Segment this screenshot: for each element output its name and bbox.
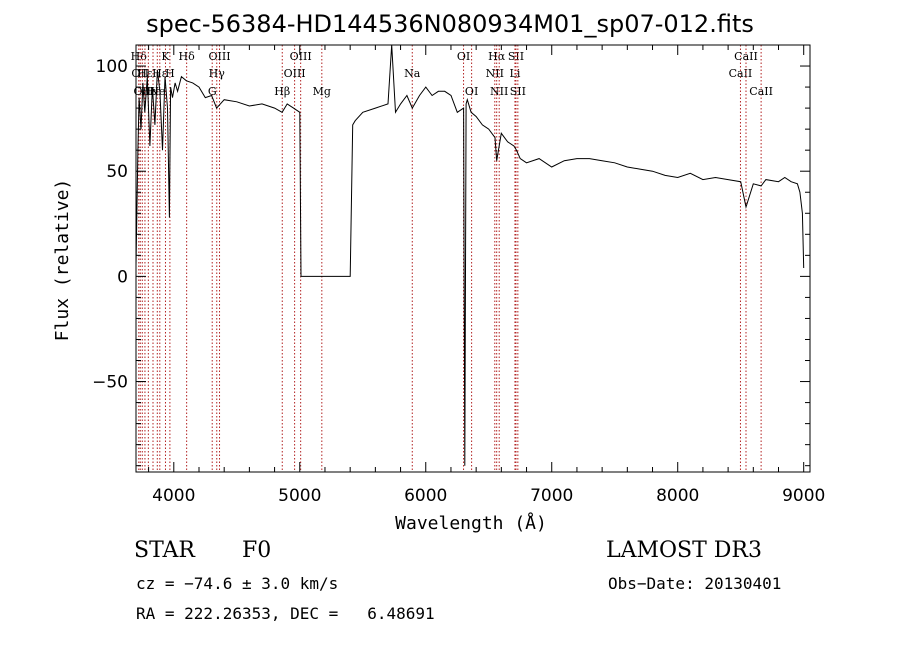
chart-title: spec-56384-HD144536N080934M01_sp07-012.f… — [146, 10, 754, 38]
marker-label: Mg — [313, 85, 331, 98]
coordinates: RA = 222.26353, DEC = 6.48691 — [136, 604, 435, 623]
marker-label: Hδ — [179, 50, 196, 63]
marker-label: OI — [465, 85, 478, 98]
marker-label: CaII — [729, 67, 753, 80]
marker-label: OIII — [290, 50, 312, 63]
spectrum-line — [135, 44, 805, 466]
marker-label: G — [208, 85, 217, 98]
marker-label: Hγ — [209, 67, 226, 80]
marker-label: Hε — [152, 67, 168, 80]
x-tick-label: 4000 — [152, 486, 195, 506]
marker-label: CaII — [749, 85, 773, 98]
marker-label: Hβ — [274, 85, 290, 98]
plot-frame — [135, 44, 811, 473]
marker-label: OI — [457, 50, 470, 63]
x-tick-label: 6000 — [404, 486, 447, 506]
marker-label: Li — [510, 67, 521, 80]
marker-label: Hε — [137, 67, 153, 80]
x-tick-label: 9000 — [782, 486, 825, 506]
marker-label: Hα — [488, 50, 506, 63]
marker-label: H — [165, 67, 175, 80]
marker-label: CaII — [734, 50, 758, 63]
object-subclass: F0 — [242, 538, 272, 563]
marker-label: OIII — [284, 67, 306, 80]
y-tick-label: 50 — [106, 162, 128, 182]
x-tick-label: 5000 — [278, 486, 321, 506]
marker-label: SII — [508, 50, 524, 63]
object-class: STAR — [134, 538, 195, 563]
marker-label: K — [161, 50, 170, 63]
x-tick-label: 7000 — [530, 486, 573, 506]
marker-label: Na — [404, 67, 421, 80]
survey-name: LAMOST DR3 — [606, 538, 762, 563]
x-axis-label: Wavelength (Å) — [395, 512, 547, 534]
y-tick-label: −50 — [92, 373, 128, 393]
spectral-line-markers: HδOIIOIIHεHεHεNeHεKHHδGHγOIIIHβOIIIOIIIM… — [131, 45, 773, 472]
y-axis-label: Flux (relative) — [52, 179, 73, 342]
redshift-text: cz = −74.6 ± 3.0 km/s — [136, 574, 339, 593]
marker-label: OIII — [208, 50, 230, 63]
y-tick-label: 100 — [96, 57, 128, 77]
marker-label: Hδ — [131, 50, 148, 63]
marker-label: NII — [490, 85, 508, 98]
axes: 4000 5000 6000 7000 8000 9000 100 50 0 −50 — [92, 44, 825, 506]
x-tick-label: 8000 — [656, 486, 699, 506]
obs-date: Obs−Date: 20130401 — [608, 574, 782, 593]
y-tick-label: 0 — [117, 267, 128, 287]
marker-label: NII — [486, 67, 504, 80]
marker-label: SII — [510, 85, 526, 98]
